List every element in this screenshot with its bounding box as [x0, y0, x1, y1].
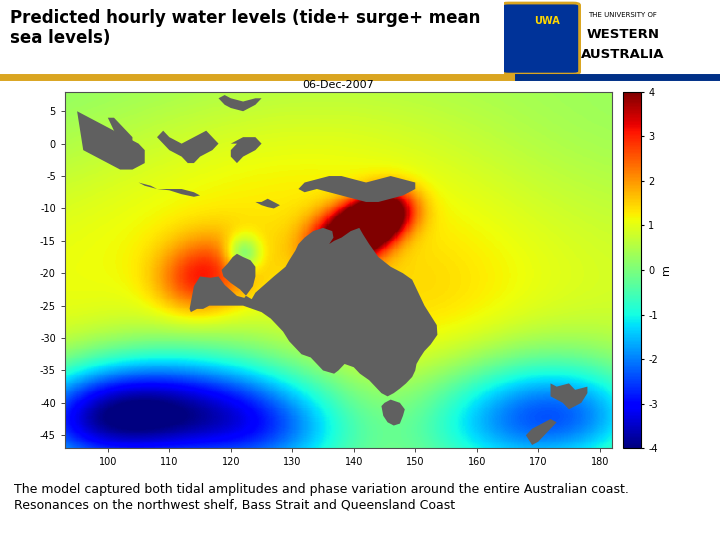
Title: 06-Dec-2007: 06-Dec-2007 — [302, 79, 374, 90]
Polygon shape — [526, 419, 557, 445]
Polygon shape — [157, 131, 218, 163]
Polygon shape — [108, 118, 132, 144]
Polygon shape — [298, 176, 415, 202]
Text: Predicted hourly water levels (tide+ surge+ mean
sea levels): Predicted hourly water levels (tide+ sur… — [10, 9, 481, 48]
Text: UWA: UWA — [534, 16, 560, 26]
Text: The model captured both tidal amplitudes and phase variation around the entire A: The model captured both tidal amplitudes… — [14, 483, 629, 511]
Polygon shape — [218, 95, 261, 111]
Y-axis label: m: m — [661, 265, 671, 275]
Polygon shape — [551, 383, 588, 409]
FancyBboxPatch shape — [502, 3, 580, 74]
Polygon shape — [138, 183, 200, 197]
Text: WESTERN: WESTERN — [586, 28, 660, 40]
Polygon shape — [189, 228, 437, 396]
Polygon shape — [77, 111, 145, 170]
Text: THE UNIVERSITY OF: THE UNIVERSITY OF — [588, 12, 657, 18]
Text: AUSTRALIA: AUSTRALIA — [581, 48, 665, 61]
Polygon shape — [231, 137, 261, 163]
Polygon shape — [256, 199, 280, 208]
Polygon shape — [382, 400, 405, 426]
